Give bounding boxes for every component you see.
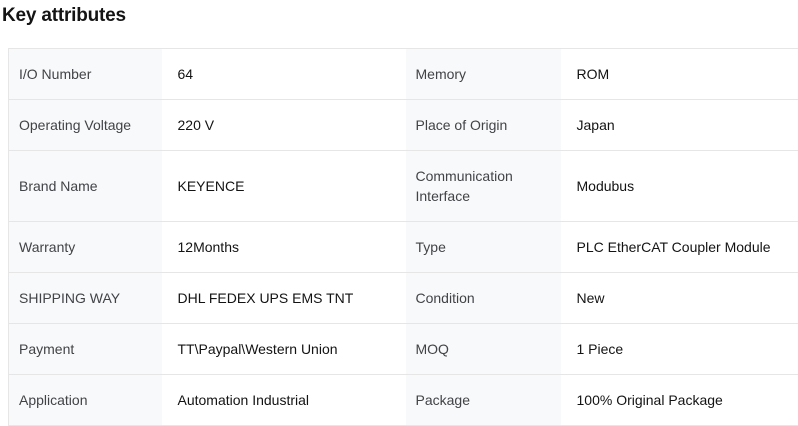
- attr-value: ROM: [561, 49, 798, 100]
- attr-value: DHL FEDEX UPS EMS TNT: [162, 273, 406, 324]
- key-attributes-table: I/O Number 64 Memory ROM Operating Volta…: [8, 48, 798, 426]
- attr-label: Place of Origin: [406, 100, 561, 151]
- attr-label: Type: [406, 222, 561, 273]
- table-row: Warranty 12Months Type PLC EtherCAT Coup…: [9, 222, 798, 273]
- table-row: Brand Name KEYENCE Communication Interfa…: [9, 151, 798, 222]
- table-row: Application Automation Industrial Packag…: [9, 375, 798, 426]
- page-title: Key attributes: [2, 3, 798, 29]
- table-row: Operating Voltage 220 V Place of Origin …: [9, 100, 798, 151]
- attr-value: New: [561, 273, 798, 324]
- attr-value: 1 Piece: [561, 324, 798, 375]
- attr-label: Memory: [406, 49, 561, 100]
- attr-label: MOQ: [406, 324, 561, 375]
- attr-label: Condition: [406, 273, 561, 324]
- attr-label: Warranty: [9, 222, 162, 273]
- attr-value: 64: [162, 49, 406, 100]
- attr-value: Modubus: [561, 151, 798, 222]
- attr-label: Brand Name: [9, 151, 162, 222]
- attr-value: Japan: [561, 100, 798, 151]
- attr-value: Automation Industrial: [162, 375, 406, 426]
- table-row: I/O Number 64 Memory ROM: [9, 49, 798, 100]
- attr-label: Payment: [9, 324, 162, 375]
- table-row: Payment TT\Paypal\Western Union MOQ 1 Pi…: [9, 324, 798, 375]
- attr-label: Communication Interface: [406, 151, 561, 222]
- attr-value: KEYENCE: [162, 151, 406, 222]
- attr-label: Application: [9, 375, 162, 426]
- attr-label: Operating Voltage: [9, 100, 162, 151]
- attr-value: 12Months: [162, 222, 406, 273]
- table-row: SHIPPING WAY DHL FEDEX UPS EMS TNT Condi…: [9, 273, 798, 324]
- attr-value: 100% Original Package: [561, 375, 798, 426]
- attr-value: 220 V: [162, 100, 406, 151]
- attr-label: SHIPPING WAY: [9, 273, 162, 324]
- attr-label: Package: [406, 375, 561, 426]
- attr-label: I/O Number: [9, 49, 162, 100]
- attr-value: TT\Paypal\Western Union: [162, 324, 406, 375]
- attr-value: PLC EtherCAT Coupler Module: [561, 222, 798, 273]
